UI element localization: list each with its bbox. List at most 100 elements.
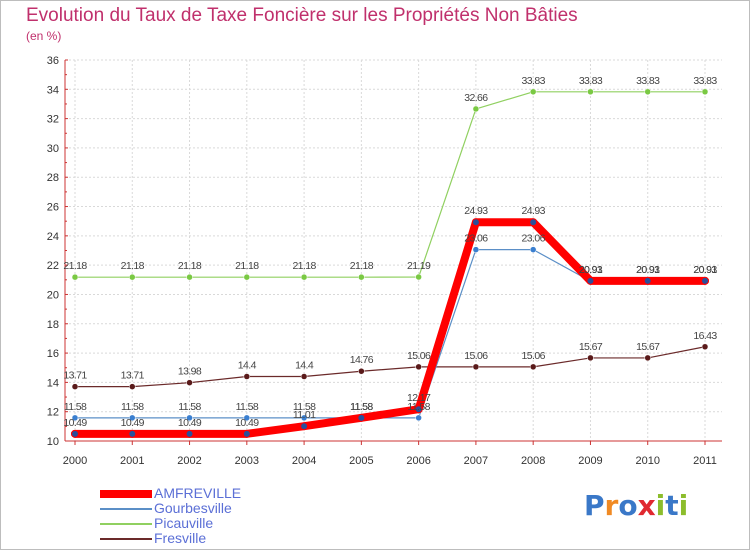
data-point-amfreville (529, 218, 538, 227)
data-point-amfreville (471, 218, 480, 227)
y-tick-label: 24 (47, 231, 59, 243)
data-point-picauville (186, 273, 193, 281)
data-point-gourbesville (71, 414, 79, 422)
data-point-picauville (300, 273, 308, 281)
data-label-gourbesville: 20.91 (636, 264, 660, 276)
data-label-picauville: 33.83 (522, 75, 546, 87)
axes: 10 12 14 16 18 20 22 24 26 28 30 32 34 36 2000 2001 2002… (47, 55, 722, 467)
data-label-amfreville: 24.93 (464, 205, 488, 217)
data-label-gourbesville: 20.91 (693, 264, 717, 276)
data-point-fresville (529, 363, 537, 371)
data-label-amfreville: 20.93 (636, 264, 660, 276)
data-point-gourbesville (243, 414, 251, 422)
legend-label-fresville: Fresville (154, 530, 207, 546)
data-point-fresville (472, 363, 480, 371)
data-point-picauville (587, 88, 594, 96)
y-tick-label: 20 (47, 289, 59, 301)
data-label-amfreville: 10.49 (121, 417, 145, 429)
data-point-amfreville (300, 422, 309, 431)
y-tick-label: 36 (47, 55, 59, 67)
data-point-amfreville (242, 429, 251, 438)
data-label-picauville: 32.66 (464, 92, 488, 104)
logo-letter: o (618, 489, 638, 522)
legend-swatch-fresville (100, 538, 152, 540)
data-point-picauville (129, 273, 136, 281)
data-label-fresville: 15.06 (464, 350, 488, 362)
data-point-picauville (529, 88, 537, 96)
data-label-picauville: 33.83 (693, 75, 717, 87)
data-label-fresville: 14.76 (350, 354, 374, 366)
data-label-fresville: 16.43 (693, 330, 717, 342)
y-tick-label: 22 (47, 260, 59, 272)
legend-label-gourbesville: Gourbesville (154, 500, 232, 516)
data-point-fresville (129, 383, 136, 390)
data-label-picauville: 33.83 (636, 75, 660, 87)
x-tick-label: 2000 (63, 455, 87, 467)
logo-letter: P (584, 489, 605, 522)
logo-letter: t (665, 489, 679, 522)
series-line-picauville (74, 91, 706, 278)
data-label-gourbesville: 11.58 (293, 401, 316, 413)
data-label-fresville: 15.67 (579, 341, 603, 353)
data-point-gourbesville (415, 414, 422, 422)
data-point-amfreville (185, 429, 194, 438)
data-label-amfreville: 20.93 (693, 264, 717, 276)
data-label-amfreville: 11.58 (350, 401, 373, 413)
data-label-amfreville: 10.49 (63, 417, 87, 429)
logo-letter: r (604, 489, 619, 522)
data-label-fresville: 15.06 (522, 350, 546, 362)
data-point-picauville (243, 273, 251, 281)
y-tick-label: 10 (47, 436, 59, 448)
data-point-picauville (701, 88, 709, 96)
legend-item-amfreville: AMFREVILLE (100, 485, 300, 501)
data-label-fresville: 13.71 (63, 370, 87, 382)
data-label-gourbesville: 23.06 (522, 233, 546, 245)
legend-swatch-picauville (100, 523, 152, 525)
y-tick-label: 30 (47, 143, 59, 155)
plot-area (65, 60, 722, 441)
x-tick-label: 2007 (464, 455, 488, 467)
data-point-fresville (701, 343, 709, 351)
data-label-amfreville: 24.93 (522, 205, 546, 217)
data-point-amfreville (414, 405, 423, 414)
data-label-picauville: 21.19 (407, 260, 431, 272)
y-tick-label: 18 (47, 319, 59, 331)
series (71, 88, 709, 438)
data-label-amfreville: 10.49 (178, 417, 202, 429)
data-label-fresville: 15.06 (407, 350, 431, 362)
data-label-gourbesville: 11.58 (64, 401, 87, 413)
data-point-amfreville (71, 429, 79, 438)
x-tick-label: 2001 (120, 455, 144, 467)
data-point-fresville (71, 383, 79, 390)
proxiti-logo: Proxiti (584, 489, 688, 522)
data-label-gourbesville: 23.06 (464, 233, 488, 245)
legend: AMFREVILLE Gourbesville Picauville Fresv… (100, 485, 300, 546)
x-tick-label: 2008 (521, 455, 545, 467)
legend-item-fresville: Fresville (100, 530, 300, 546)
data-label-picauville: 21.18 (63, 260, 87, 272)
data-label-picauville: 33.83 (579, 75, 603, 87)
data-point-amfreville (643, 276, 652, 285)
data-point-fresville (300, 373, 308, 380)
series-line-amfreville (71, 218, 709, 438)
data-label-amfreville: 12.17 (407, 392, 431, 404)
data-point-gourbesville (186, 414, 193, 422)
data-label-gourbesville: 11.58 (407, 401, 430, 413)
data-point-fresville (358, 367, 365, 375)
legend-label-picauville: Picauville (154, 515, 214, 531)
y-tick-label: 28 (47, 172, 59, 184)
data-label-amfreville: 20.93 (579, 264, 603, 276)
data-label-fresville: 13.98 (178, 366, 202, 378)
y-tick-label: 12 (47, 407, 59, 419)
data-point-fresville (186, 379, 193, 386)
y-tick-label: 14 (47, 377, 59, 389)
data-point-picauville (358, 273, 365, 281)
data-label-fresville: 15.67 (636, 341, 660, 353)
x-tick-label: 2002 (177, 455, 201, 467)
x-tick-label: 2009 (578, 455, 602, 467)
data-point-gourbesville (300, 414, 308, 422)
data-point-fresville (587, 354, 594, 362)
data-label-gourbesville: 11.58 (121, 401, 144, 413)
grid (65, 59, 722, 442)
chart-title: Evolution du Taux de Taxe Foncière sur l… (26, 5, 578, 26)
